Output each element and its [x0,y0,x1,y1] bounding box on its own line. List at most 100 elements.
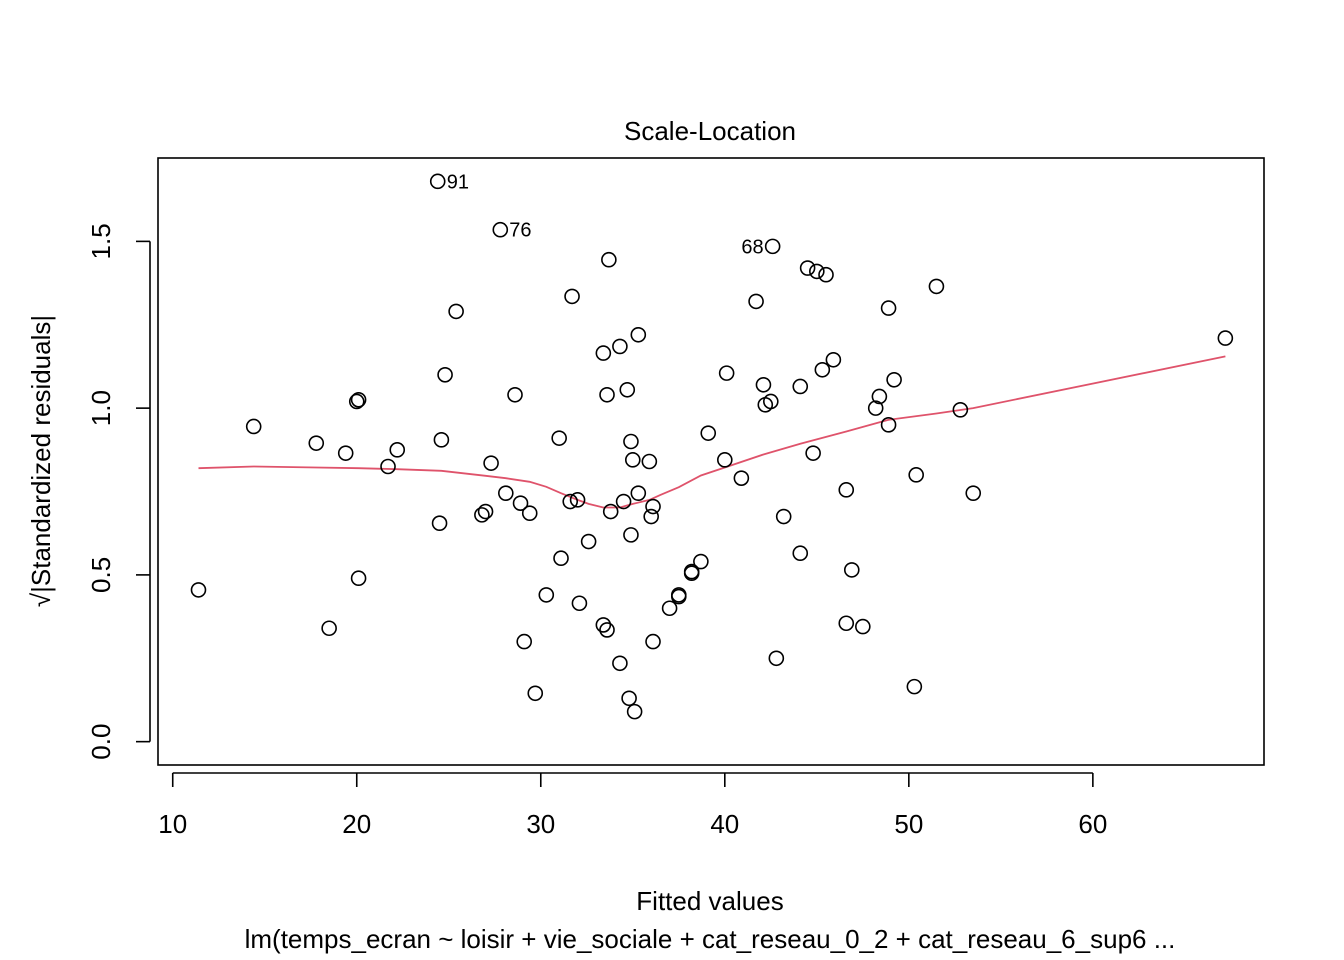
residual-point [571,595,588,612]
residual-point [645,633,661,650]
point-labels-layer: 91 76 68 [447,171,764,258]
residual-point [683,563,700,580]
residual-point [838,615,855,632]
residual-point [717,452,733,468]
residual-point [437,366,453,383]
plot-frame [157,157,1265,766]
residual-point [880,300,897,316]
residual-point [952,402,969,418]
residual-point [521,505,538,521]
residual-point [580,533,597,550]
residual-point [612,655,628,672]
residual-point [661,600,678,617]
residual-point [595,617,612,633]
residual-point [448,303,464,320]
x-axis-label: Fitted values [636,886,783,916]
residual-point [908,467,924,483]
residual-point [190,582,207,598]
residual-point [433,432,450,448]
residual-point [507,386,523,403]
residual-point [733,470,750,486]
x-tick-label: 50 [894,809,923,839]
residual-point [477,503,494,520]
residual-point [389,442,406,458]
residual-point [748,293,764,310]
residual-point [867,400,884,416]
residual-point [380,458,396,475]
residual-point [768,650,785,667]
residual-point [670,587,687,603]
residual-point [615,493,632,510]
residual-point [799,260,816,276]
residual-point [569,492,586,508]
residual-point [350,391,367,408]
residual-point [792,545,809,562]
residual-point [612,338,628,355]
residual-point [599,622,615,638]
residual-point [599,386,615,403]
point-label-91: 91 [447,171,469,193]
residual-point [693,553,709,570]
chart-title: Scale-Location [624,116,796,146]
residual-point [965,485,982,501]
residual-point [814,361,831,378]
smoother-line [198,355,1226,509]
x-tick-label: 40 [710,809,739,839]
residual-point [928,278,945,295]
y-tick-label: 1.0 [86,390,116,426]
residual-point [483,455,499,471]
residual-point [626,703,643,720]
residual-point [700,425,717,441]
residual-point [906,678,923,695]
residual-point [818,266,834,283]
residual-point [843,562,860,578]
residual-point [755,376,772,393]
residual-point [321,620,337,637]
residual-point [718,365,735,381]
residual-point [538,587,555,603]
x-tick-label: 20 [342,809,371,839]
residual-point [880,417,897,433]
residual-point [553,550,569,567]
residual-point [429,173,446,190]
y-tick-label: 1.5 [86,223,116,259]
residual-point [855,618,871,635]
x-tick-label: 10 [158,809,187,839]
x-axis: 10 20 30 40 50 60 [158,772,1107,839]
residual-point [621,690,637,707]
residual-point [763,393,779,410]
residual-point [623,433,639,450]
y-axis: 0.0 0.5 1.0 1.5 [86,223,151,760]
residual-point [431,515,448,532]
residual-point [624,452,641,468]
smoother-layer [198,355,1226,509]
residual-point [619,381,636,398]
residual-point [595,345,612,361]
residual-point [623,527,639,543]
residual-point [516,633,533,650]
residual-point [350,570,367,587]
residual-point [348,393,365,410]
y-tick-label: 0.5 [86,557,116,593]
residual-point [474,507,490,523]
residual-point [764,238,781,255]
residual-point [492,221,509,238]
residual-point [551,430,567,446]
residual-point [562,493,579,510]
residual-point [308,435,325,451]
y-axis-label: √|Standardized residuals| [26,315,56,607]
points-layer [190,173,1234,720]
residual-point [1217,330,1234,346]
residual-point [630,326,647,343]
residual-point [792,378,809,395]
residual-point [564,288,580,305]
residual-point [337,445,354,461]
point-label-76: 76 [509,220,531,242]
residual-point [630,485,647,501]
residual-point [527,685,544,702]
residual-point [601,251,617,268]
residual-point [498,485,514,501]
residual-point [871,388,888,405]
residual-point [641,453,658,470]
